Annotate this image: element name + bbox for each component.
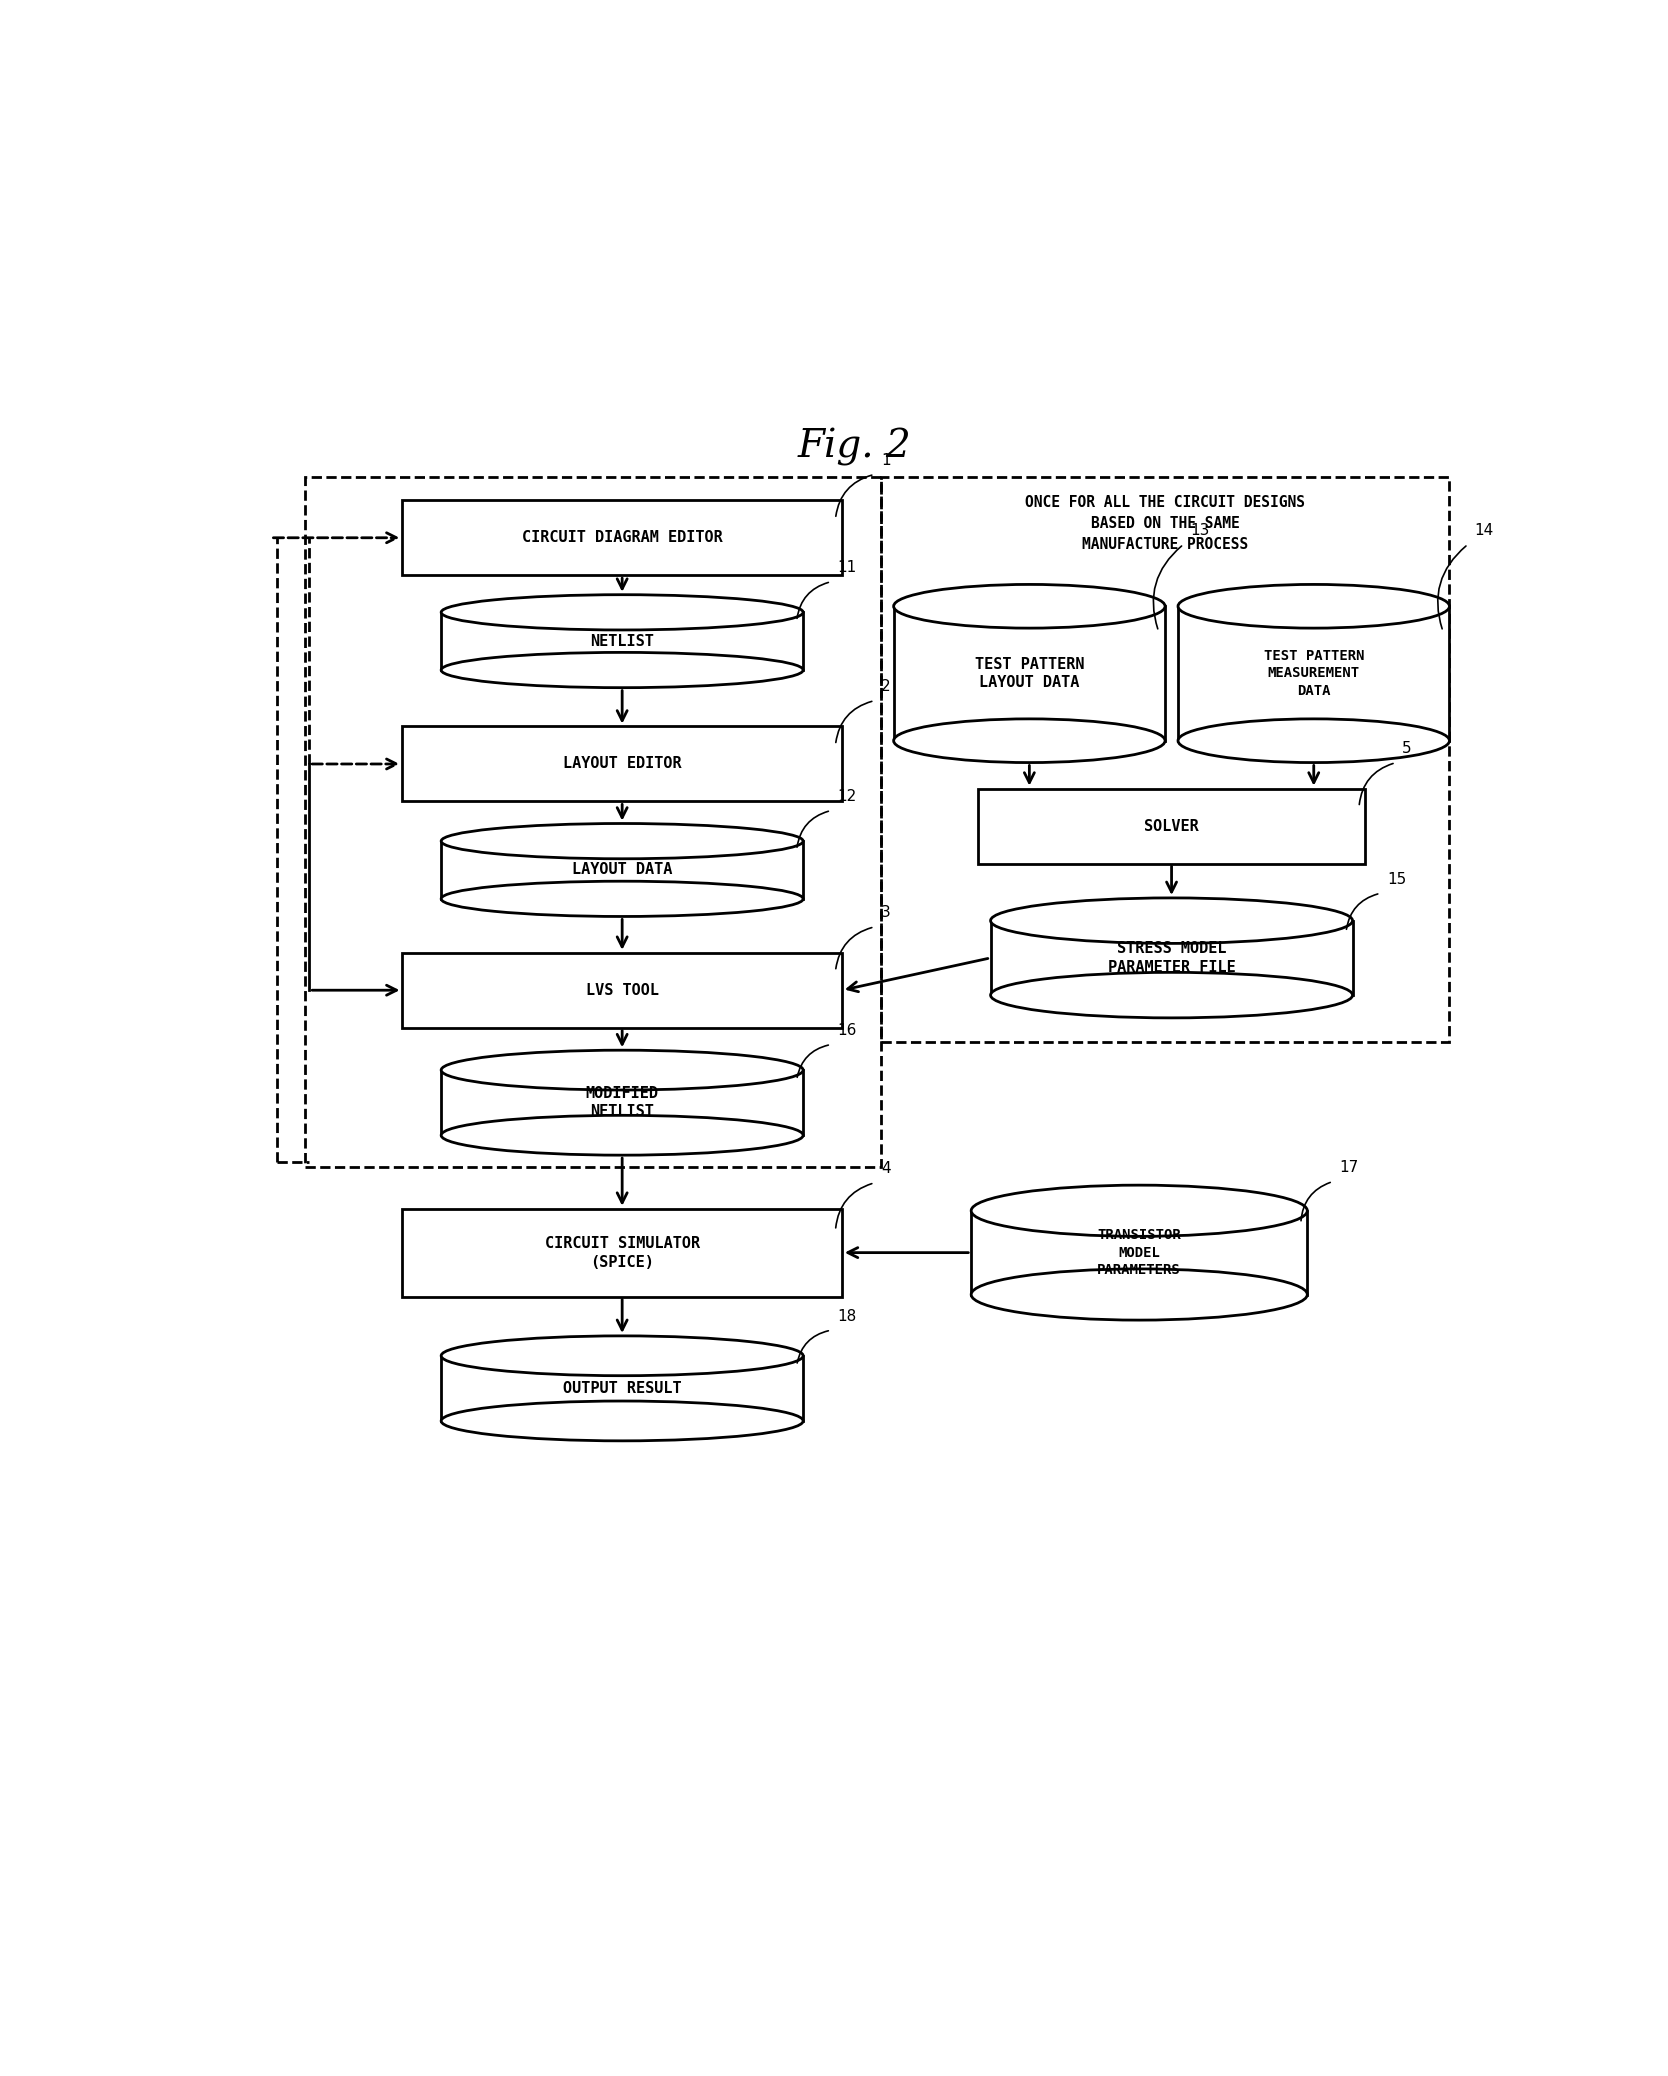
Text: SOLVER: SOLVER xyxy=(1144,818,1199,835)
Ellipse shape xyxy=(440,652,804,687)
Text: CIRCUIT SIMULATOR
(SPICE): CIRCUIT SIMULATOR (SPICE) xyxy=(544,1235,701,1271)
Bar xyxy=(440,1069,804,1136)
Text: 12: 12 xyxy=(837,789,857,803)
Text: TRANSISTOR
MODEL
PARAMETERS: TRANSISTOR MODEL PARAMETERS xyxy=(1098,1229,1181,1277)
Text: TEST PATTERN
MEASUREMENT
DATA: TEST PATTERN MEASUREMENT DATA xyxy=(1263,650,1364,698)
Text: 1: 1 xyxy=(881,453,891,467)
Ellipse shape xyxy=(440,1335,804,1376)
Text: 4: 4 xyxy=(881,1160,891,1177)
Ellipse shape xyxy=(991,972,1353,1017)
Ellipse shape xyxy=(894,718,1164,762)
Text: 16: 16 xyxy=(837,1023,857,1038)
Bar xyxy=(402,953,842,1028)
Text: LAYOUT EDITOR: LAYOUT EDITOR xyxy=(562,756,682,772)
Text: 11: 11 xyxy=(837,561,857,575)
Bar xyxy=(881,477,1449,1042)
Text: MODIFIED
NETLIST: MODIFIED NETLIST xyxy=(585,1086,659,1119)
Ellipse shape xyxy=(440,1401,804,1441)
Bar xyxy=(440,1356,804,1420)
Text: TEST PATTERN
LAYOUT DATA: TEST PATTERN LAYOUT DATA xyxy=(974,656,1084,691)
Text: 5: 5 xyxy=(1403,741,1411,756)
Ellipse shape xyxy=(991,899,1353,943)
Text: LAYOUT DATA: LAYOUT DATA xyxy=(572,862,672,878)
Bar xyxy=(440,841,804,899)
Text: 3: 3 xyxy=(881,905,891,920)
Text: 17: 17 xyxy=(1339,1160,1359,1175)
Bar xyxy=(402,500,842,575)
Text: OUTPUT RESULT: OUTPUT RESULT xyxy=(562,1381,682,1395)
Ellipse shape xyxy=(1178,718,1449,762)
Ellipse shape xyxy=(971,1185,1308,1237)
Text: CIRCUIT DIAGRAM EDITOR: CIRCUIT DIAGRAM EDITOR xyxy=(522,529,722,546)
Bar xyxy=(894,606,1164,741)
Text: Fig. 2: Fig. 2 xyxy=(797,428,912,467)
Text: 14: 14 xyxy=(1475,523,1495,538)
Bar xyxy=(977,789,1366,864)
Text: STRESS MODEL
PARAMETER FILE: STRESS MODEL PARAMETER FILE xyxy=(1108,940,1236,976)
Ellipse shape xyxy=(1178,585,1449,629)
Ellipse shape xyxy=(440,824,804,859)
Text: 15: 15 xyxy=(1386,872,1406,886)
Bar xyxy=(402,1208,842,1298)
Text: NETLIST: NETLIST xyxy=(590,633,654,648)
Text: ONCE FOR ALL THE CIRCUIT DESIGNS
BASED ON THE SAME
MANUFACTURE PROCESS: ONCE FOR ALL THE CIRCUIT DESIGNS BASED O… xyxy=(1026,494,1304,552)
Bar xyxy=(991,920,1353,994)
Bar xyxy=(305,477,881,1167)
Bar xyxy=(402,727,842,801)
Bar xyxy=(1178,606,1449,741)
Ellipse shape xyxy=(894,585,1164,629)
Ellipse shape xyxy=(440,594,804,629)
Text: LVS TOOL: LVS TOOL xyxy=(585,982,659,999)
Bar xyxy=(971,1210,1308,1295)
Ellipse shape xyxy=(440,1050,804,1090)
Bar xyxy=(440,612,804,671)
Text: 18: 18 xyxy=(837,1308,857,1324)
Text: 2: 2 xyxy=(881,679,891,693)
Text: 13: 13 xyxy=(1191,523,1209,538)
Ellipse shape xyxy=(440,1115,804,1154)
Ellipse shape xyxy=(971,1268,1308,1320)
Ellipse shape xyxy=(440,880,804,916)
